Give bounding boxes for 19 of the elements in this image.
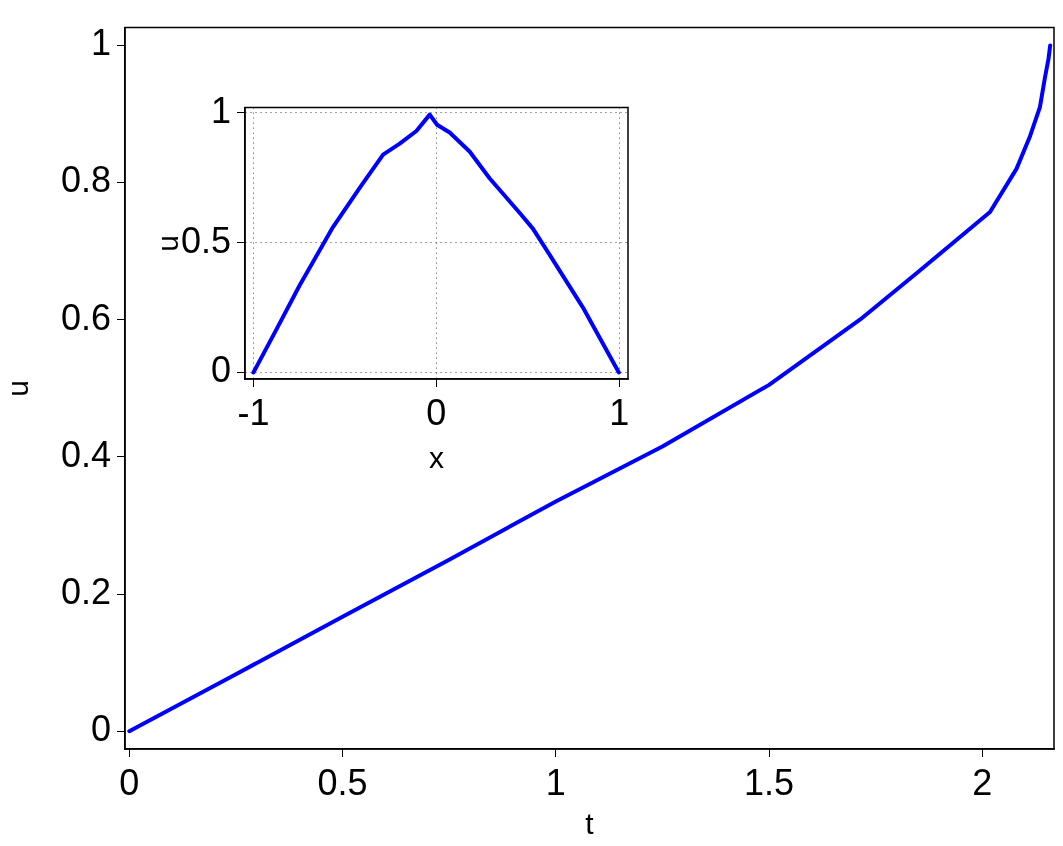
y-tick-label: 0.8	[60, 159, 111, 201]
x-tick-label: -1	[237, 391, 270, 433]
x-tick-label: 1.5	[744, 761, 795, 803]
x-tick-label: 0.5	[317, 761, 368, 803]
y-tick-label: 0	[210, 349, 231, 391]
x-tick-label: 2	[972, 761, 993, 803]
x-tick-label: 1	[609, 391, 630, 433]
y-tick-label: 1	[90, 22, 111, 64]
y-tick-label: 0.2	[60, 570, 111, 612]
x-axis-title: x	[429, 441, 444, 475]
x-tick-label: 0	[426, 391, 447, 433]
y-tick-label: 0	[90, 708, 111, 750]
y-tick-label: 0.6	[60, 296, 111, 338]
y-tick-label: 0.4	[60, 433, 111, 475]
x-tick-label: 0	[119, 761, 140, 803]
x-axis-title: t	[585, 807, 595, 841]
y-axis-title: u	[1, 379, 35, 397]
y-tick-label: 1	[210, 89, 231, 131]
x-tick-label: 1	[545, 761, 566, 803]
